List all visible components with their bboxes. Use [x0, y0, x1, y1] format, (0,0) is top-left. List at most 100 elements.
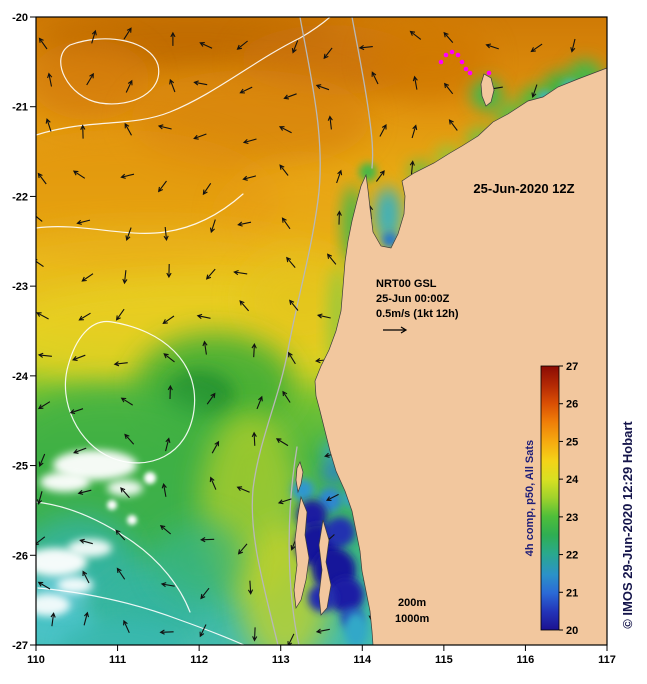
current-vector-arrow	[200, 587, 210, 600]
current-vector-arrow	[36, 312, 49, 320]
white-contour	[36, 193, 244, 234]
current-vector-arrow	[162, 315, 175, 325]
current-vector-arrow	[36, 213, 43, 222]
lat-tick-label: -23	[12, 281, 28, 293]
current-vector-arrow	[252, 627, 258, 642]
lon-tick-label: 110	[27, 654, 45, 666]
sst-blob	[359, 163, 377, 181]
current-vector-arrow	[286, 256, 296, 268]
current-vector-arrow	[163, 226, 169, 242]
cold-water-blob	[325, 517, 355, 547]
lon-tick-label: 116	[517, 654, 535, 666]
current-vector-arrow	[409, 160, 415, 175]
bathymetry-contour	[351, 17, 374, 169]
current-vector-arrow	[38, 37, 48, 50]
current-vector-arrow	[79, 538, 93, 545]
cold-water-blob	[344, 612, 368, 645]
current-vector-arrow	[570, 38, 576, 53]
current-vector-arrow	[315, 628, 330, 634]
current-vector-arrow	[125, 79, 133, 93]
current-vector-arrow	[193, 133, 207, 140]
current-vector-arrow	[37, 401, 51, 410]
current-vector-arrow	[116, 567, 126, 580]
colorbar-tick-label: 22	[566, 550, 578, 562]
current-vector-arrow	[358, 44, 373, 51]
current-vector-arrow	[251, 431, 257, 446]
current-vector-arrow	[251, 343, 257, 358]
scale-arrow-icon	[383, 326, 408, 334]
depth-legend-200m: 200m	[398, 597, 426, 609]
sst-blob	[36, 40, 150, 120]
current-vector-arrow	[282, 390, 291, 403]
current-vector-arrow	[73, 447, 87, 454]
lon-tick-label: 111	[109, 654, 126, 666]
sst-blob	[60, 620, 180, 645]
lat-tick-label: -27	[12, 640, 28, 652]
current-vector-arrow	[412, 75, 418, 90]
current-vector-arrow	[81, 273, 94, 282]
current-vector-arrow	[193, 80, 208, 86]
cloud-patch	[144, 472, 156, 484]
cloud-patch	[36, 594, 70, 616]
current-vector-arrow	[202, 340, 208, 355]
current-vector-arrow	[36, 491, 43, 505]
current-vector-arrow	[50, 612, 56, 627]
sst-blob	[36, 385, 245, 555]
cloud-patch	[107, 500, 117, 510]
current-vector-arrow	[379, 123, 387, 137]
current-vector-arrow	[209, 219, 216, 234]
map-canvas	[36, 17, 607, 645]
current-vector-arrow	[115, 529, 126, 541]
axis-ticks: -20 -21 -22 -23 -24 -25 -26 -27 110 111 112 113 114 1…	[12, 12, 616, 666]
run-time-label: 25-Jun 00:00Z	[376, 293, 450, 305]
current-vector-arrow	[83, 611, 90, 626]
current-vector-arrow	[448, 119, 458, 131]
current-vector-arrow	[36, 259, 44, 268]
current-vector-arrow	[72, 354, 86, 361]
colorbar-tick-label: 26	[566, 399, 578, 411]
current-vector-arrow	[316, 313, 331, 319]
white-contour	[36, 17, 331, 136]
current-vector-arrow	[237, 543, 248, 555]
track-point	[438, 59, 444, 65]
cloud-patch	[107, 480, 143, 496]
dirk-hartog-island	[293, 495, 310, 610]
lat-tick-label: -26	[12, 550, 28, 562]
lon-tick-label: 114	[353, 654, 372, 666]
current-vector-arrow	[38, 453, 46, 468]
current-vector-arrow	[289, 299, 299, 311]
current-vector-arrow	[196, 313, 211, 320]
current-vector-arrow	[485, 43, 499, 50]
cloud-patch	[36, 548, 87, 576]
map-border	[35, 16, 608, 646]
sst-field-blobs	[36, 17, 607, 645]
current-vector-arrow	[120, 487, 130, 499]
bernier-dorre-islands	[295, 461, 304, 494]
sst-blob	[370, 20, 490, 100]
current-vector-arrow	[82, 570, 90, 584]
current-vector-arrow	[159, 524, 172, 535]
lon-tick-label: 115	[435, 654, 453, 666]
current-vector-arrow	[236, 40, 248, 50]
current-vector-arrow	[167, 384, 173, 400]
cloud-patches	[36, 450, 156, 616]
colorbar-label: 4h comp, p50, All Sats	[524, 440, 536, 556]
current-vector-arrow	[443, 31, 454, 43]
current-vector-arrow	[237, 221, 252, 227]
colorbar-tick-label: 21	[566, 587, 578, 599]
sst-blob	[375, 187, 401, 243]
sst-blob	[155, 520, 245, 600]
track-markers	[438, 49, 492, 76]
current-vector-arrow	[124, 122, 132, 136]
track-point	[486, 70, 492, 76]
current-vector-arrow	[325, 493, 339, 501]
lat-tick-label: -22	[12, 191, 28, 203]
current-vector-arrow	[206, 392, 216, 405]
current-vector-arrow	[288, 351, 296, 365]
current-vector-arrow	[122, 270, 128, 285]
current-vector-arrow	[291, 40, 299, 54]
current-vector-arrow	[163, 353, 175, 363]
current-vector-arrow	[123, 619, 130, 634]
current-vector-arrow	[161, 482, 167, 497]
